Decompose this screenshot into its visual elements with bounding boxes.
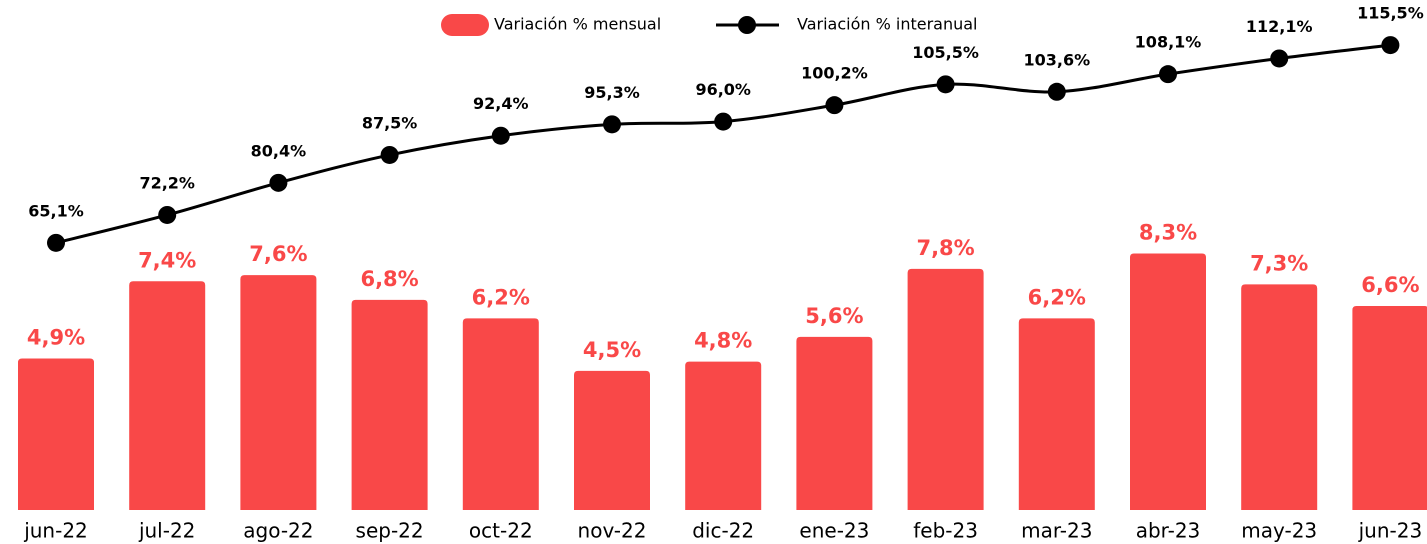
line-marker <box>825 96 844 115</box>
data-label: 72,2% <box>139 173 195 192</box>
data-label: 6,2% <box>472 285 530 309</box>
data-label: 4,9% <box>27 326 85 350</box>
x-tick-label: mar-23 <box>1021 519 1092 543</box>
bar <box>1352 306 1427 510</box>
data-label: 95,3% <box>584 83 640 102</box>
line-marker <box>158 205 177 224</box>
line-marker <box>380 145 399 164</box>
data-label: 7,3% <box>1250 251 1308 275</box>
line-marker <box>1270 49 1289 68</box>
line-marker <box>47 233 65 252</box>
x-tick-label: jul-22 <box>138 519 195 543</box>
x-tick-label: dic-22 <box>692 519 754 543</box>
x-tick-label: oct-22 <box>469 519 533 543</box>
data-label: 4,5% <box>583 338 641 362</box>
data-label: 7,4% <box>138 248 196 272</box>
data-label: 100,2% <box>801 64 868 83</box>
line-marker <box>1159 65 1177 84</box>
data-label: 6,8% <box>360 267 418 291</box>
x-tick-label: ago-22 <box>243 519 313 543</box>
bar <box>240 275 317 510</box>
bar <box>574 370 650 510</box>
data-label: 112,1% <box>1246 17 1313 36</box>
bar <box>796 336 873 510</box>
data-label: 92,4% <box>473 94 529 113</box>
bar <box>18 358 94 510</box>
data-label: 8,3% <box>1139 220 1197 244</box>
x-tick-label: jun-22 <box>23 519 88 543</box>
x-tick-label: ene-23 <box>799 519 869 543</box>
x-tick-label: abr-23 <box>1136 519 1201 543</box>
data-label: 6,2% <box>1028 285 1086 309</box>
bar <box>685 361 762 510</box>
data-label: 7,8% <box>916 236 974 260</box>
legend-swatch <box>441 14 489 36</box>
data-label: 105,5% <box>912 43 979 62</box>
line-marker <box>714 112 733 131</box>
data-label: 96,0% <box>695 80 751 99</box>
data-label: 103,6% <box>1023 50 1090 69</box>
bar <box>907 268 984 510</box>
line-marker <box>1047 82 1066 101</box>
data-label: 7,6% <box>249 242 307 266</box>
legend-swatch <box>738 16 756 34</box>
bar <box>1241 284 1318 510</box>
data-label: 6,6% <box>1361 273 1419 297</box>
line-marker <box>1381 36 1400 55</box>
bar <box>129 281 206 510</box>
x-tick-label: jun-23 <box>1358 519 1423 543</box>
line-marker <box>491 126 510 145</box>
line-marker <box>603 115 621 134</box>
x-tick-label: feb-23 <box>913 519 978 543</box>
data-label: 108,1% <box>1135 33 1202 52</box>
data-label: 65,1% <box>28 201 84 220</box>
data-label: 4,8% <box>694 329 752 353</box>
data-label: 87,5% <box>362 113 418 132</box>
line-marker <box>269 173 288 192</box>
x-tick-label: nov-22 <box>578 519 647 543</box>
x-tick-label: may-23 <box>1241 519 1317 543</box>
bar <box>1130 253 1206 511</box>
line-marker <box>936 75 955 94</box>
data-label: 115,5% <box>1357 4 1424 23</box>
data-label: 80,4% <box>251 141 307 160</box>
bar <box>462 318 539 510</box>
bar <box>1018 318 1095 510</box>
x-tick-label: sep-22 <box>356 519 424 543</box>
legend-label: Variación % interanual <box>797 15 978 34</box>
bar <box>351 299 428 510</box>
legend-label: Variación % mensual <box>494 15 661 34</box>
data-label: 5,6% <box>805 304 863 328</box>
